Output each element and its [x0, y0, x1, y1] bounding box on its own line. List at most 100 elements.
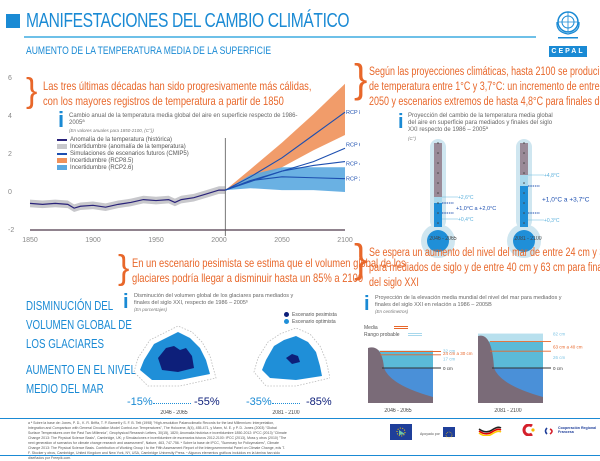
- thermometer-tick: [437, 222, 439, 224]
- eu-flag-icon: [443, 427, 455, 439]
- callout-temp-projection: Según las proyecciones climáticas, hasta…: [369, 65, 600, 110]
- thermometer-bulb: [513, 230, 535, 252]
- info-icon: i: [123, 291, 129, 313]
- temperature-line-chart: -2 0 2 4 6 1850 1900 1950 2000 2050 2100 RCP 8,5 RCP…: [8, 75, 360, 244]
- sea-level-heading: AUMENTO EN EL NIVEL MEDIO DEL MAR: [26, 362, 136, 396]
- footer-divider: [0, 455, 600, 456]
- footer-divider: [0, 418, 600, 419]
- glacier-title: Disminución del volumen global de los gl…: [134, 293, 294, 306]
- callout-brace-icon: }: [118, 249, 130, 287]
- legend-item: Incertidumbre (RCP2.6): [57, 164, 189, 171]
- glacier-chart: [133, 325, 330, 387]
- scenario-label: RCP 6,0: [346, 142, 360, 148]
- glacier-pessimistic-2046: [158, 346, 194, 372]
- glacier-optimistic-2081-label: -35%: [246, 396, 272, 408]
- title-divider: [24, 36, 536, 38]
- callout-brace-icon: }: [26, 72, 38, 110]
- callout-sea-level: Se espera un aumento del nivel del mar d…: [369, 246, 600, 291]
- thermometer-tick: [523, 172, 525, 174]
- thermometer-fill: [434, 203, 442, 227]
- scenario-label: RCP 4,5: [346, 162, 360, 168]
- section-subtitle: AUMENTO DE LA TEMPERATURA MEDIA DE LA SU…: [26, 45, 272, 57]
- x-tick-label: 2000: [211, 237, 227, 244]
- chart-legend: Anomalía de la temperatura (histórica) I…: [57, 136, 189, 171]
- title-square-icon: [6, 14, 20, 28]
- sea-label-mean: 63 cm a 40 cm: [553, 344, 583, 349]
- callout-line: En un escenario pesimista se estima que …: [132, 256, 406, 270]
- period-label: 2046 - 2065: [160, 410, 188, 416]
- thermo-title: Proyección del cambio de la temperatura …: [408, 113, 553, 133]
- legend-item: Rango probable: [364, 331, 422, 338]
- french-cooperation-logo: [544, 427, 553, 435]
- thermometer-tick: [523, 222, 525, 224]
- glacier-pessimistic-2046-label: -55%: [194, 396, 220, 408]
- info-icon: i: [58, 107, 65, 132]
- thermometer-tick: [523, 212, 525, 214]
- chart-title: Cambio anual de la temperatura media glo…: [69, 113, 298, 126]
- callout-brace-icon: }: [354, 57, 368, 101]
- callout-line: con los mayores registros de temperatura…: [43, 94, 284, 108]
- period-label: 2081 - 2100: [494, 408, 522, 414]
- thermometer-fill: [520, 186, 528, 227]
- info-icon: i: [398, 111, 404, 133]
- chart-note: (En valores anuales para 1850-2100, (C°)…: [69, 128, 154, 133]
- legend-item: Incertidumbre (RCP8.5): [57, 157, 189, 164]
- y-tick-label: 4: [8, 113, 12, 120]
- dotted-connector: [153, 403, 191, 404]
- page-title: MANIFESTACIONES DEL CAMBIO CLIMÁTICO: [26, 10, 350, 32]
- period-label: 2081 - 2100: [272, 410, 300, 416]
- sea-label-min: 26 cm: [553, 355, 566, 360]
- temp-label-range: +1,0°C a +2,0°C: [456, 206, 496, 212]
- french-cooperation-label: Cooperación Regional Francesa: [558, 426, 597, 434]
- legend-item: Media: [364, 324, 422, 331]
- y-tick-label: 6: [8, 75, 12, 82]
- un-emblem-icon: [556, 11, 580, 39]
- glacier-optimistic-2046-label: -15%: [127, 396, 153, 408]
- legend-item: Anomalía de la temperatura (histórica): [57, 136, 189, 143]
- supported-by-label: Apoyado por: [420, 432, 440, 436]
- y-tick-label: 0: [8, 189, 12, 196]
- thermometer-tick: [437, 172, 439, 174]
- thermometer-tick: [523, 202, 525, 204]
- sea-legend: Media Rango probable: [364, 324, 422, 338]
- temp-label-min: +0,3°C: [544, 218, 560, 224]
- glacier-outline-2081: [253, 327, 330, 387]
- temp-label-max: +4,8°C: [544, 173, 560, 179]
- euroclima-logo: [390, 424, 412, 440]
- callout-brace-icon: }: [354, 237, 368, 281]
- thermometer-tick: [437, 162, 439, 164]
- thermometer-tick: [523, 182, 525, 184]
- spanish-cooperation-logo: [522, 424, 535, 436]
- thermometer-tick: [523, 152, 525, 154]
- thermometer-tick: [437, 152, 439, 154]
- thermo-unit: (C°): [408, 136, 417, 141]
- scenario-label: RCP 8,5: [346, 110, 360, 116]
- thermometer-tick: [437, 142, 439, 144]
- temp-label-range: +1,0°C a +3,7°C: [542, 196, 590, 204]
- sea-label-min: 17 cm: [443, 357, 456, 362]
- thermometer-tick: [437, 202, 439, 204]
- coastline-shape: [478, 335, 543, 403]
- sea-label-max: 32 cm: [443, 348, 456, 353]
- legend-item: Incertidumbre (anomalía de la temperatur…: [57, 143, 189, 150]
- callout-glaciers: En un escenario pesimista se estima que …: [132, 256, 406, 286]
- thermometer-tick: [437, 192, 439, 194]
- x-tick-label: 1900: [85, 237, 101, 244]
- coastline-shape: [368, 347, 433, 403]
- sea-unit: (En centímetros): [375, 309, 409, 314]
- callout-line: Se espera un aumento del nivel del mar d…: [369, 247, 600, 259]
- temp-label-max: +2,6°C: [458, 195, 474, 201]
- legend-item: Escenario pesimista: [284, 311, 337, 318]
- period-label: 2046 - 2065: [384, 408, 412, 414]
- sea-label-zero: 0 cm: [443, 366, 453, 371]
- callout-line: glaciares podría llegar a disminuir hast…: [132, 271, 364, 285]
- x-tick-label: 2100: [337, 237, 353, 244]
- thermometer-tick: [523, 142, 525, 144]
- uncertainty-band-rcp85: [225, 83, 345, 191]
- thermometer-tick: [523, 192, 525, 194]
- callout-line: Las tres últimas décadas han sido progre…: [43, 79, 312, 93]
- info-icon: i: [364, 293, 370, 315]
- historical-anomaly-line: [29, 189, 226, 209]
- temp-label-min: +0,4°C: [458, 217, 474, 223]
